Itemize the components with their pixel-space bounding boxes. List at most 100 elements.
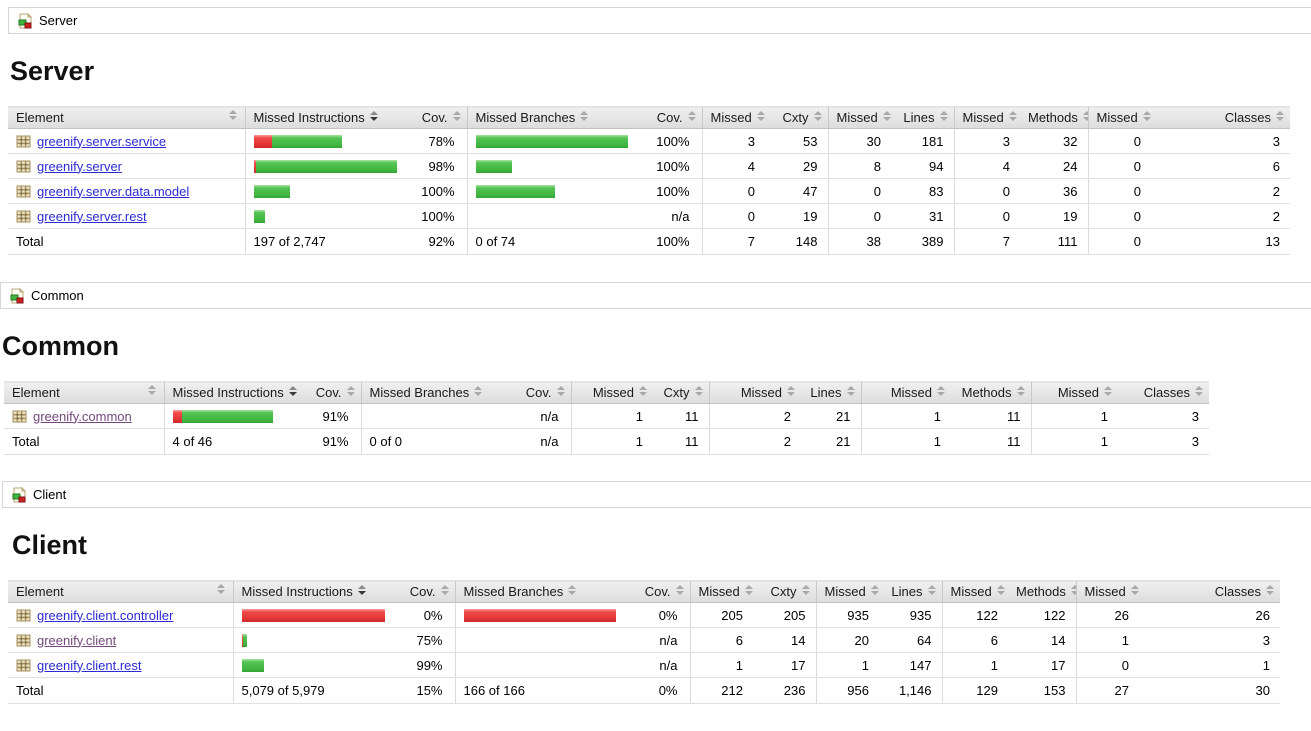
column-header-label: Methods [961, 385, 1012, 400]
column-header-missed-branches[interactable]: Missed Branches [466, 106, 637, 129]
missed-methods-value: 122 [941, 602, 1008, 628]
column-header-branch-coverage[interactable]: Cov. [637, 106, 702, 129]
column-header-missed-branches[interactable]: Missed Branches [454, 580, 625, 603]
cxty-value: 53 [765, 128, 828, 154]
package-icon [16, 209, 31, 223]
column-header-methods[interactable]: Methods [1020, 106, 1088, 129]
column-header-lines[interactable]: Lines [891, 106, 954, 129]
column-header-classes[interactable]: Classes [1139, 580, 1280, 603]
column-header-missed-lines[interactable]: Missed [815, 580, 879, 603]
package-link[interactable]: greenify.client.controller [37, 607, 174, 623]
sort-icon [1276, 111, 1284, 121]
column-header-instruction-coverage[interactable]: Cov. [405, 106, 467, 129]
breadcrumb-label: Server [39, 13, 78, 28]
column-header-missed-classes[interactable]: Missed [1087, 106, 1151, 129]
package-link[interactable]: greenify.common [33, 408, 132, 424]
column-header-missed-lines[interactable]: Missed [827, 106, 891, 129]
column-header-cxty[interactable]: Cxty [653, 381, 709, 404]
total-lines: 21 [801, 428, 861, 455]
page-title: Client [12, 530, 88, 560]
breadcrumb: Server [8, 7, 1311, 34]
missed-branches-bar [360, 403, 501, 429]
covered-bar-segment [181, 409, 273, 423]
sort-icon [580, 111, 589, 121]
total-label: Total [8, 228, 245, 255]
covered-bar-segment [475, 184, 555, 198]
column-header-element[interactable]: Element [8, 106, 245, 129]
instruction-coverage-value: 98% [405, 153, 467, 179]
coverage-table: Element Missed Instructions Cov. Missed Bra… [8, 580, 1280, 704]
missed-branches-bar [476, 210, 630, 223]
column-header-missed-classes[interactable]: Missed [1030, 381, 1118, 404]
total-row: Total 4 of 46 91% 0 of 0 n/a 1 11 2 21 1 11 1 3 [4, 428, 1209, 455]
column-header-branch-coverage[interactable]: Cov. [501, 381, 571, 404]
column-header-instruction-coverage[interactable]: Cov. [393, 580, 455, 603]
column-header-missed-instructions[interactable]: Missed Instructions [163, 381, 299, 404]
column-header-cxty[interactable]: Cxty [765, 106, 828, 129]
column-header-missed-lines[interactable]: Missed [708, 381, 801, 404]
column-header-missed-cxty[interactable]: Missed [570, 381, 653, 404]
column-header-classes[interactable]: Classes [1118, 381, 1209, 404]
total-missed-classes: 0 [1087, 228, 1151, 255]
column-header-methods[interactable]: Methods [951, 381, 1031, 404]
package-link[interactable]: greenify.server [37, 158, 123, 174]
branch-coverage-value: 100% [637, 178, 702, 204]
missed-instructions-bar [253, 209, 398, 223]
branch-coverage-value: 100% [637, 153, 702, 179]
column-header-label: Cov. [644, 584, 671, 599]
instruction-coverage-value: 100% [405, 178, 467, 204]
package-link[interactable]: greenify.client.rest [37, 657, 142, 673]
column-header-missed-methods[interactable]: Missed [860, 381, 951, 404]
missed-methods-value: 0 [953, 178, 1020, 204]
missed-lines-value: 935 [815, 602, 879, 628]
column-header-missed-branches[interactable]: Missed Branches [360, 381, 501, 404]
column-header-branch-coverage[interactable]: Cov. [625, 580, 690, 603]
classes-value: 3 [1151, 128, 1290, 154]
cxty-value: 14 [753, 627, 816, 653]
sort-icon [452, 111, 461, 121]
methods-value: 32 [1020, 128, 1088, 154]
column-header-lines[interactable]: Lines [801, 381, 861, 404]
package-link[interactable]: greenify.server.data.model [37, 183, 190, 199]
column-header-missed-instructions[interactable]: Missed Instructions [232, 580, 393, 603]
column-header-lines[interactable]: Lines [879, 580, 942, 603]
element-cell: greenify.client.rest [8, 652, 233, 678]
missed-bar-segment [463, 608, 616, 622]
column-header-missed-methods[interactable]: Missed [941, 580, 1008, 603]
column-header-missed-instructions[interactable]: Missed Instructions [244, 106, 405, 129]
total-cxty: 11 [653, 428, 709, 455]
breadcrumb: Common [0, 282, 1311, 309]
missed-classes-value: 0 [1087, 203, 1151, 229]
column-header-missed-cxty[interactable]: Missed [701, 106, 765, 129]
sort-icon [801, 585, 810, 595]
package-link[interactable]: greenify.server.service [37, 133, 167, 149]
missed-instructions-bar [241, 658, 386, 672]
missed-lines-value: 8 [827, 153, 891, 179]
total-branch-coverage: 0% [625, 677, 690, 704]
classes-value: 2 [1151, 203, 1290, 229]
package-link[interactable]: greenify.server.rest [37, 208, 147, 224]
package-link[interactable]: greenify.client [37, 632, 117, 648]
sort-icon [937, 386, 945, 396]
column-header-methods[interactable]: Methods [1008, 580, 1076, 603]
total-missed-branches: 166 of 166 [454, 677, 625, 704]
column-header-label: Missed [824, 584, 866, 599]
column-header-classes[interactable]: Classes [1151, 106, 1290, 129]
sort-icon [568, 585, 577, 595]
column-header-element[interactable]: Element [8, 580, 233, 603]
column-header-missed-classes[interactable]: Missed [1075, 580, 1139, 603]
column-header-instruction-coverage[interactable]: Cov. [299, 381, 361, 404]
missed-lines-value: 20 [815, 627, 879, 653]
column-header-missed-cxty[interactable]: Missed [689, 580, 753, 603]
column-header-missed-methods[interactable]: Missed [953, 106, 1020, 129]
total-classes: 13 [1151, 228, 1290, 255]
column-header-element[interactable]: Element [4, 381, 164, 404]
methods-value: 24 [1020, 153, 1088, 179]
missed-branches-bar [463, 608, 618, 622]
sort-icon [939, 111, 948, 121]
column-header-label: Cxty [782, 110, 809, 125]
missed-instructions-bar [244, 178, 405, 204]
instruction-coverage-value: 91% [299, 403, 361, 429]
column-header-cxty[interactable]: Cxty [753, 580, 816, 603]
total-label: Total [8, 677, 233, 704]
